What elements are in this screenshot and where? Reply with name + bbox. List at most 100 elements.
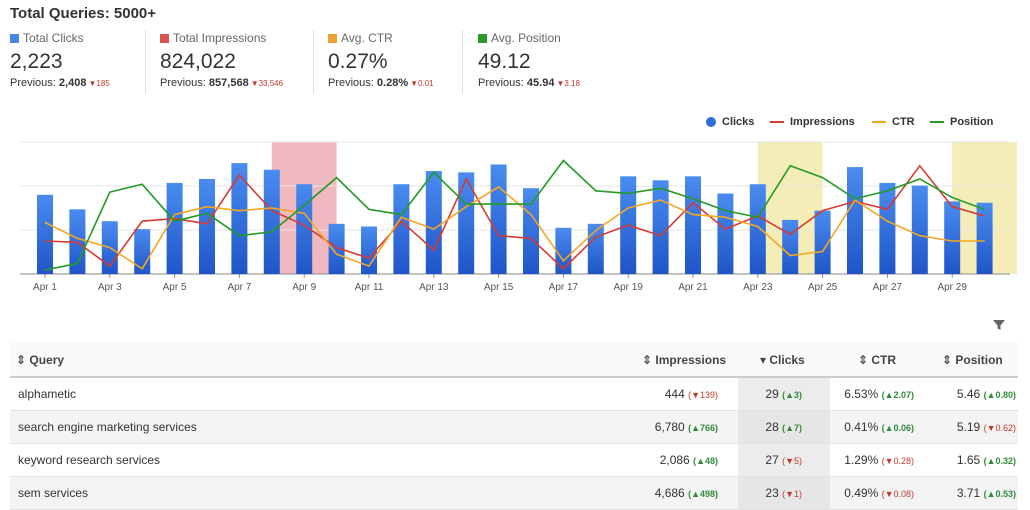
column-header-impressions[interactable]: ⇕ Impressions xyxy=(642,353,727,367)
x-tick-label: Apr 13 xyxy=(419,282,449,293)
cell-delta: (▲3) xyxy=(782,390,802,400)
clicks-color-swatch xyxy=(10,33,19,43)
x-tick-label: Apr 5 xyxy=(163,282,187,293)
page-title: Total Queries: 5000+ xyxy=(10,5,157,22)
table-body: alphametic 444 (▼139) 29 (▲3) 6.53% (▲2.07)… xyxy=(10,378,1018,510)
cell-delta: (▲0.32) xyxy=(983,456,1016,466)
cell-value: 29 xyxy=(765,387,783,401)
bar-clicks xyxy=(263,169,280,274)
kpi-value: 49.12 xyxy=(478,50,531,73)
bar-clicks xyxy=(490,164,507,274)
table-row[interactable]: search engine marketing services 6,780 (▲… xyxy=(10,411,1018,444)
sorted-column-bg xyxy=(738,411,830,443)
x-tick-label: Apr 1 xyxy=(33,282,57,293)
down-arrow-icon: ▼ xyxy=(88,79,97,88)
cell-delta: (▼1) xyxy=(782,489,802,499)
divider xyxy=(462,30,463,94)
x-tick-label: Apr 9 xyxy=(292,282,316,293)
bar-clicks xyxy=(328,223,345,274)
ctr-cell: 0.49% (▼0.08) xyxy=(810,486,914,500)
legend-label: Impressions xyxy=(790,116,855,128)
kpi-delta: 3.18 xyxy=(564,79,580,88)
bar-clicks xyxy=(458,172,475,274)
cell-value: 23 xyxy=(765,486,783,500)
query-text: alphametic xyxy=(18,387,77,401)
cell-delta: (▼0.28) xyxy=(881,456,914,466)
table-row[interactable]: alphametic 444 (▼139) 29 (▲3) 6.53% (▲2.07)… xyxy=(10,378,1018,411)
position-cell: 1.65 (▲0.32) xyxy=(916,453,1016,467)
legend-item-ctr[interactable]: CTR xyxy=(872,116,915,128)
x-tick-label: Apr 21 xyxy=(678,282,708,293)
legend-dot-icon xyxy=(706,117,716,127)
kpi-label: Total Impressions xyxy=(173,31,267,45)
legend-item-impressions[interactable]: Impressions xyxy=(770,116,855,128)
cell-value: 1.65 xyxy=(956,453,984,467)
bar-clicks xyxy=(296,184,313,274)
column-header-ctr[interactable]: ⇕ CTR xyxy=(858,353,897,367)
cell-value: 3.71 xyxy=(956,486,984,500)
ctr-cell: 6.53% (▲2.07) xyxy=(810,387,914,401)
legend-line-icon xyxy=(872,121,886,123)
filter-icon[interactable] xyxy=(992,318,1006,332)
cell-delta: (▲0.06) xyxy=(881,423,914,433)
kpi-summary: Total Clicks 2,223 Previous: 2,408 ▼185 T… xyxy=(0,30,620,94)
down-arrow-icon: ▼ xyxy=(250,79,259,88)
cell-delta: (▼0.62) xyxy=(983,423,1016,433)
table-row[interactable]: sem services 4,686 (▲498) 23 (▼1) 0.49% (▼0… xyxy=(10,477,1018,510)
cell-delta: (▼139) xyxy=(688,390,718,400)
down-arrow-icon: ▼ xyxy=(410,79,419,88)
cell-delta: (▲2.07) xyxy=(881,390,914,400)
impressions-color-swatch xyxy=(160,33,169,43)
legend-item-clicks[interactable]: Clicks xyxy=(706,116,754,128)
cell-value: 6.53% xyxy=(844,387,882,401)
down-arrow-icon: ▼ xyxy=(556,79,565,88)
x-tick-label: Apr 29 xyxy=(937,282,967,293)
cell-delta: (▼5) xyxy=(782,456,802,466)
ctr-cell: 1.29% (▼0.28) xyxy=(810,453,914,467)
bar-clicks xyxy=(37,194,53,274)
legend-item-position[interactable]: Position xyxy=(930,116,993,128)
kpi-prev-value: 2,408 xyxy=(58,77,87,89)
x-tick-label: Apr 17 xyxy=(549,282,579,293)
x-tick-label: Apr 27 xyxy=(873,282,903,293)
legend-line-icon xyxy=(770,121,784,123)
position-cell: 5.46 (▲0.80) xyxy=(916,387,1016,401)
position-cell: 3.71 (▲0.53) xyxy=(916,486,1016,500)
kpi-value: 824,022 xyxy=(160,50,236,73)
position-color-swatch xyxy=(478,33,487,43)
performance-chart[interactable]: Apr 1 Apr 3 Apr 5 Apr 7 Apr 9 Apr 11 Apr 13 Apr… xyxy=(0,130,1030,300)
column-header-clicks[interactable]: ▾ Clicks xyxy=(760,353,805,367)
line-impressions xyxy=(44,164,985,270)
cell-delta: (▼0.08) xyxy=(881,489,914,499)
cell-value: 1.29% xyxy=(844,453,882,467)
table-row[interactable]: keyword research services 2,086 (▲48) 27 (… xyxy=(10,444,1018,477)
query-text: search engine marketing services xyxy=(18,420,197,434)
kpi-total-impressions: Total Impressions 824,022 Previous: 857,… xyxy=(160,30,283,94)
ctr-color-swatch xyxy=(328,33,337,43)
bar-clicks xyxy=(361,226,377,274)
kpi-label: Avg. CTR xyxy=(341,31,393,45)
column-header-position[interactable]: ⇕ Position xyxy=(942,353,1003,367)
query-text: keyword research services xyxy=(18,453,161,467)
impressions-cell: 2,086 (▲48) xyxy=(570,453,718,467)
cell-value: 27 xyxy=(765,453,783,467)
x-tick-label: Apr 11 xyxy=(355,282,384,293)
line-ctr xyxy=(44,185,985,270)
x-tick-label: Apr 23 xyxy=(743,282,773,293)
clicks-cell: 23 (▼1) xyxy=(740,486,802,500)
bar-clicks xyxy=(425,171,442,274)
bar-clicks xyxy=(199,178,215,274)
kpi-avg-position: Avg. Position 49.12 Previous: 45.94 ▼3.18 xyxy=(478,30,580,94)
cell-delta: (▲48) xyxy=(693,456,718,466)
cell-value: 444 xyxy=(664,387,689,401)
column-header-query[interactable]: ⇕ Query xyxy=(16,353,65,367)
impressions-cell: 6,780 (▲766) xyxy=(570,420,718,434)
divider xyxy=(313,30,314,94)
x-tick-label: Apr 3 xyxy=(98,282,122,293)
kpi-value: 0.27% xyxy=(328,50,388,73)
impressions-cell: 444 (▼139) xyxy=(570,387,718,401)
bar-clicks xyxy=(749,184,766,274)
x-tick-label: Apr 19 xyxy=(613,282,643,293)
clicks-cell: 27 (▼5) xyxy=(740,453,802,467)
bar-clicks xyxy=(944,201,961,274)
